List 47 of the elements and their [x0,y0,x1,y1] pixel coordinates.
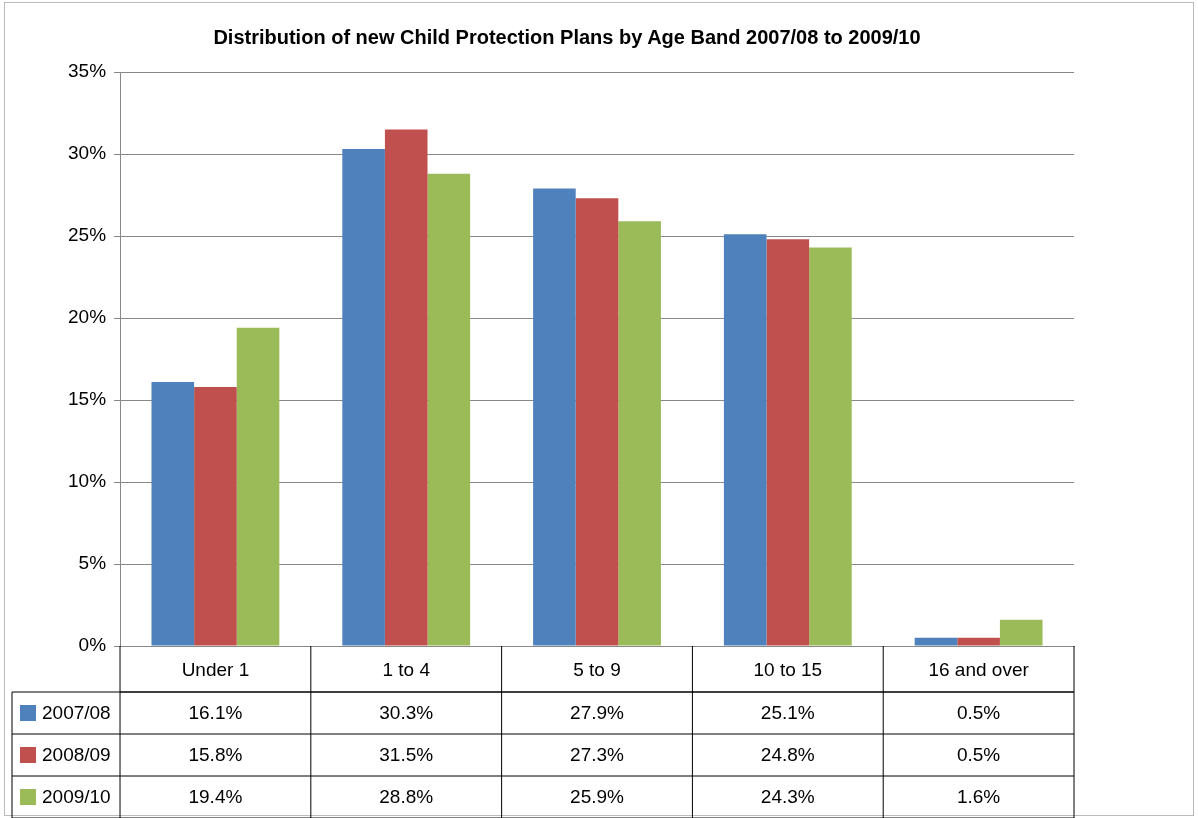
y-tick-label: 0% [78,634,107,656]
bar [999,619,1043,646]
data-label: 24.8% [760,744,815,766]
x-tick-label: Under 1 [181,659,250,681]
data-label: 24.3% [760,786,815,808]
y-tick-label: 5% [78,552,107,574]
bar [575,198,619,646]
bar [914,637,958,646]
bar [957,637,1000,646]
data-label: 31.5% [379,744,434,766]
bar [427,173,471,646]
data-label: 28.8% [379,786,434,808]
y-tick-label: 10% [68,470,107,492]
data-label: 27.9% [570,702,625,724]
bar [151,381,195,646]
data-label: 25.9% [570,786,625,808]
bar [618,221,661,646]
data-label: 0.5% [956,744,1001,766]
data-label: 30.3% [379,702,434,724]
data-label: 16.1% [188,702,243,724]
y-tick-label: 35% [68,60,107,82]
bar [533,188,576,646]
legend-label: 2009/10 [42,786,111,808]
data-label: 1.6% [956,786,1001,808]
bar [809,247,852,646]
legend-label: 2008/09 [42,744,111,766]
bar [723,234,767,646]
legend-label: 2007/08 [42,702,111,724]
x-tick-label: 10 to 15 [753,659,823,681]
y-tick-label: 20% [68,306,107,328]
data-label: 19.4% [188,786,243,808]
data-label: 15.8% [188,744,243,766]
y-tick-label: 25% [68,224,107,246]
y-tick-label: 15% [68,388,107,410]
data-label: 0.5% [956,702,1001,724]
x-tick-label: 5 to 9 [573,659,621,681]
data-label: 27.3% [570,744,625,766]
chart-title: Distribution of new Child Protection Plans by Age Band 2007/08 to 2009/10 [213,25,921,48]
x-tick-label: 1 to 4 [382,659,431,681]
bar [384,129,428,646]
bar [342,149,385,646]
bar [766,239,810,646]
data-label: 25.1% [760,702,815,724]
bar [194,386,237,646]
bar [236,327,280,646]
x-tick-label: 16 and over [928,659,1030,681]
y-tick-label: 30% [68,142,107,164]
